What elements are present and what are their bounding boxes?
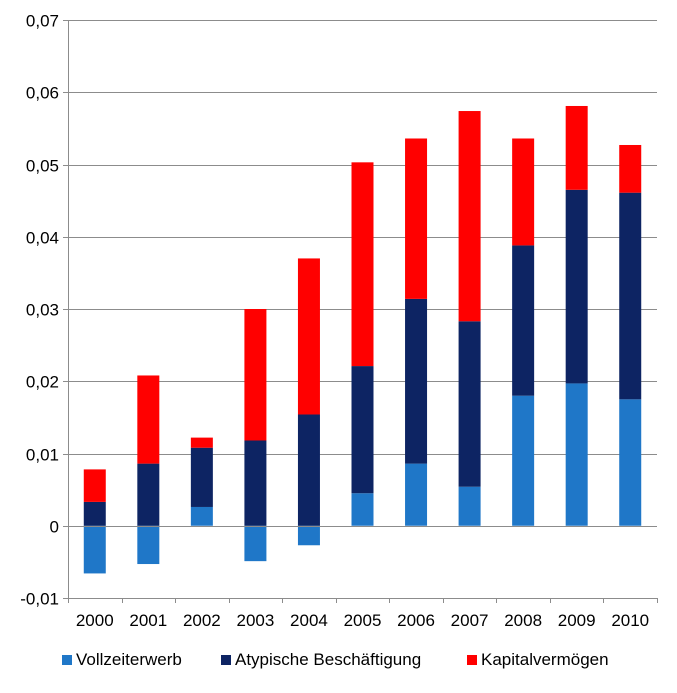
- bar-kapitalverm-gen-2009: [565, 105, 588, 190]
- bar-kapitalverm-gen-2002: [190, 437, 213, 448]
- bar-atypische-besch-ftigung-2001: [137, 463, 160, 526]
- bar-vollzeiterwerb-2005: [351, 493, 374, 526]
- y-tick-label: 0: [50, 518, 59, 537]
- bar-vollzeiterwerb-2008: [512, 395, 535, 526]
- bar-kapitalverm-gen-2010: [619, 144, 642, 193]
- bar-kapitalverm-gen-2007: [458, 111, 481, 322]
- bar-kapitalverm-gen-2000: [83, 469, 106, 502]
- x-tick-label: 2000: [76, 611, 114, 630]
- legend-swatch: [221, 655, 231, 665]
- bar-vollzeiterwerb-2004: [297, 525, 320, 546]
- bar-atypische-besch-ftigung-2004: [297, 414, 320, 526]
- bar-vollzeiterwerb-2006: [405, 463, 428, 526]
- y-tick-label: 0,02: [26, 373, 59, 392]
- axes: -0,01 0 0,01 0,02 0,03 0,04 0,05 0,06 0,07 2000 20…: [20, 12, 658, 630]
- bar-vollzeiterwerb-2010: [619, 399, 642, 526]
- x-tick-label: 2010: [611, 611, 649, 630]
- bar-vollzeiterwerb-2003: [244, 525, 267, 562]
- bar-atypische-besch-ftigung-2000: [83, 501, 106, 526]
- bar-atypische-besch-ftigung-2010: [619, 192, 642, 400]
- bar-kapitalverm-gen-2005: [351, 162, 374, 367]
- bar-atypische-besch-ftigung-2005: [351, 366, 374, 494]
- legend-label: Kapitalvermögen: [481, 650, 609, 669]
- bar-atypische-besch-ftigung-2003: [244, 440, 267, 526]
- y-tick-label: 0,03: [26, 301, 59, 320]
- x-tick-label: 2007: [451, 611, 489, 630]
- bar-vollzeiterwerb-2007: [458, 486, 481, 526]
- legend-label: Atypische Beschäftigung: [235, 650, 421, 669]
- y-tick-label: 0,04: [26, 229, 59, 248]
- x-tick-label: 2005: [344, 611, 382, 630]
- x-tick-label: 2008: [504, 611, 542, 630]
- y-tick-label: 0,06: [26, 84, 59, 103]
- bar-atypische-besch-ftigung-2002: [190, 447, 213, 507]
- bar-kapitalverm-gen-2003: [244, 309, 267, 441]
- legend: Vollzeiterwerb Atypische Beschäftigung Kap…: [62, 650, 609, 669]
- x-tick-label: 2003: [236, 611, 274, 630]
- x-tick-label: 2006: [397, 611, 435, 630]
- bar-vollzeiterwerb-2009: [565, 383, 588, 526]
- bar-atypische-besch-ftigung-2006: [405, 298, 428, 464]
- y-tick-label: 0,01: [26, 446, 59, 465]
- bar-kapitalverm-gen-2008: [512, 138, 535, 246]
- bar-vollzeiterwerb-2002: [190, 506, 213, 526]
- x-tick-label: 2009: [558, 611, 596, 630]
- x-tick-label: 2002: [183, 611, 221, 630]
- bar-vollzeiterwerb-2001: [137, 525, 160, 565]
- bar-kapitalverm-gen-2001: [137, 375, 160, 464]
- bar-kapitalverm-gen-2004: [297, 258, 320, 415]
- bar-atypische-besch-ftigung-2007: [458, 321, 481, 487]
- x-tick-label: 2001: [129, 611, 167, 630]
- bar-atypische-besch-ftigung-2008: [512, 245, 535, 396]
- bar-atypische-besch-ftigung-2009: [565, 189, 588, 384]
- x-tick-label: 2004: [290, 611, 328, 630]
- y-tick-label: -0,01: [20, 590, 59, 609]
- y-tick-label: 0,07: [26, 12, 59, 31]
- bar-vollzeiterwerb-2000: [83, 525, 106, 574]
- legend-label: Vollzeiterwerb: [76, 650, 182, 669]
- y-tick-label: 0,05: [26, 157, 59, 176]
- legend-swatch: [467, 655, 477, 665]
- bars: [83, 105, 642, 574]
- bar-kapitalverm-gen-2006: [405, 138, 428, 299]
- legend-swatch: [62, 655, 72, 665]
